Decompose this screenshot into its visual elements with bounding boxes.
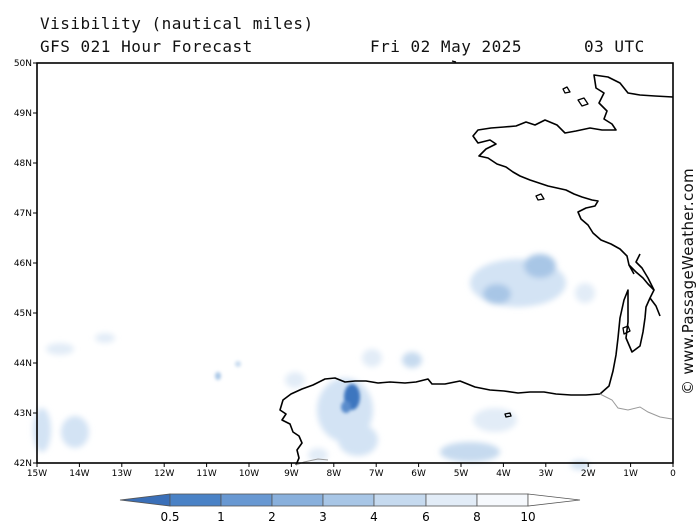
colorbar-label: 3 — [319, 510, 327, 524]
lon-tick-label: 13W — [112, 469, 132, 479]
lat-tick-label: 46N — [14, 259, 32, 269]
map-title: Visibility (nautical miles) — [40, 14, 314, 33]
lon-tick-label: 10W — [239, 469, 259, 479]
lon-tick-label: 4W — [496, 469, 511, 479]
colorbar-label: 0.5 — [160, 510, 179, 524]
visibility-shading — [33, 254, 595, 470]
lat-tick-label: 44N — [14, 359, 32, 369]
lat-tick-label: 47N — [14, 209, 32, 219]
colorbar-segment — [271, 493, 324, 507]
colorbar-segment — [119, 493, 171, 507]
lon-tick-label: 6W — [411, 469, 426, 479]
lat-tick-label: 45N — [14, 309, 32, 319]
lon-tick-label: 9W — [284, 469, 299, 479]
lon-tick-label: 7W — [369, 469, 384, 479]
colorbar-segment — [322, 493, 375, 507]
lat-tick-label: 42N — [14, 459, 32, 469]
colorbar-segment — [425, 493, 478, 507]
lon-tick-label: 8W — [326, 469, 341, 479]
lon-tick-label: 15W — [27, 469, 47, 479]
latitude-axis: 50N 49N 48N 47N 46N 45N 44N 43N 42N — [14, 59, 37, 469]
colorbar-segment — [373, 493, 427, 507]
visibility-colorbar: 0.5 1 2 3 4 6 8 10 — [119, 493, 581, 524]
coastline — [279, 60, 674, 466]
colorbar-label: 8 — [473, 510, 481, 524]
site-credit: © www.PassageWeather.com — [679, 168, 697, 395]
lat-tick-label: 50N — [14, 59, 32, 69]
colorbar-segment — [169, 493, 222, 507]
colorbar-label: 6 — [422, 510, 430, 524]
lon-tick-label: 11W — [196, 469, 216, 479]
colorbar-segment — [476, 493, 529, 507]
colorbar-segment — [527, 493, 581, 507]
longitude-axis: 15W 14W 13W 12W 11W 10W 9W 8W 7W 6W 5W 4W 3W 2W 1W 0 — [27, 463, 676, 479]
lon-tick-label: 5W — [454, 469, 469, 479]
lon-tick-label: 2W — [581, 469, 596, 479]
lat-tick-label: 43N — [14, 409, 32, 419]
lat-tick-label: 48N — [14, 159, 32, 169]
lon-tick-label: 14W — [69, 469, 89, 479]
colorbar-label: 1 — [217, 510, 225, 524]
colorbar-label: 4 — [370, 510, 378, 524]
lon-tick-label: 0 — [670, 469, 676, 479]
colorbar-label: 2 — [268, 510, 276, 524]
lon-tick-label: 12W — [154, 469, 174, 479]
lat-tick-label: 49N — [14, 109, 32, 119]
colorbar-segment — [220, 493, 273, 507]
lon-tick-label: 1W — [623, 469, 638, 479]
colorbar-label: 10 — [520, 510, 535, 524]
lon-tick-label: 3W — [538, 469, 553, 479]
forecast-date: Fri 02 May 2025 — [370, 37, 522, 56]
forecast-label: GFS 021 Hour Forecast — [40, 37, 253, 56]
forecast-time: 03 UTC — [584, 37, 645, 56]
